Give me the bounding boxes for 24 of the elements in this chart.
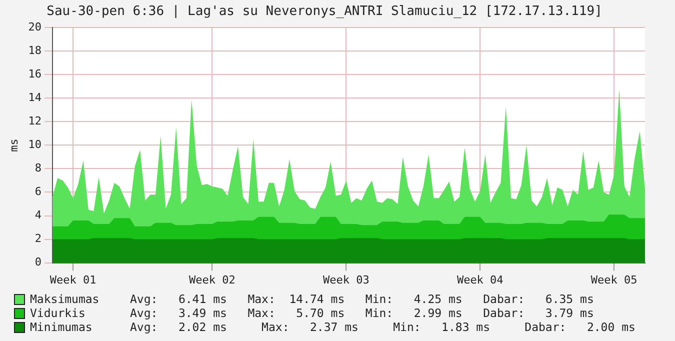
x-tick-label: Week 01 xyxy=(50,273,96,286)
x-tick-label: Week 02 xyxy=(189,273,236,286)
text: Avg: 6.41 ms Max: 14.74 ms Min: 4.25 ms Dabar: 6.35 ms xyxy=(130,292,594,306)
legend-label: Vidurkis xyxy=(30,306,86,320)
y-tick-label: 4 xyxy=(34,208,42,222)
y-tick-label: 16 xyxy=(28,68,42,80)
y-tick-label: 0 xyxy=(34,256,42,269)
text: Avg: 3.49 ms Max: 5.70 ms Min: 2.99 ms Dabar: 3.79 ms xyxy=(130,306,594,320)
y-tick-label: 2 xyxy=(34,232,42,246)
text: Avg: 2.02 ms Max: 2.37 ms Min: 1.83 ms Dabar: 2.00 ms xyxy=(130,320,636,334)
y-tick-label: 8 xyxy=(34,162,42,175)
x-tick-label: Week 04 xyxy=(456,273,504,286)
x-tick-label: Week 05 xyxy=(590,273,638,286)
chart-title: Sau-30-pen 6:36 | Lag'as su Neveronys_ANTRI Slamuciu_12 [172.17.13.119] xyxy=(46,4,602,20)
legend-label: Maksimumas xyxy=(30,292,100,306)
y-tick-label: 6 xyxy=(34,185,42,198)
x-tick-label: Week 03 xyxy=(322,273,370,286)
y-tick-label: 10 xyxy=(28,138,42,152)
y-tick-label: 18 xyxy=(28,44,42,57)
legend-label: Minimumas xyxy=(30,320,94,334)
y-tick-label: 14 xyxy=(28,91,42,104)
y-tick-label: 12 xyxy=(28,114,42,128)
y-tick-label: 20 xyxy=(28,20,42,34)
y-axis-title: ms xyxy=(7,138,20,152)
